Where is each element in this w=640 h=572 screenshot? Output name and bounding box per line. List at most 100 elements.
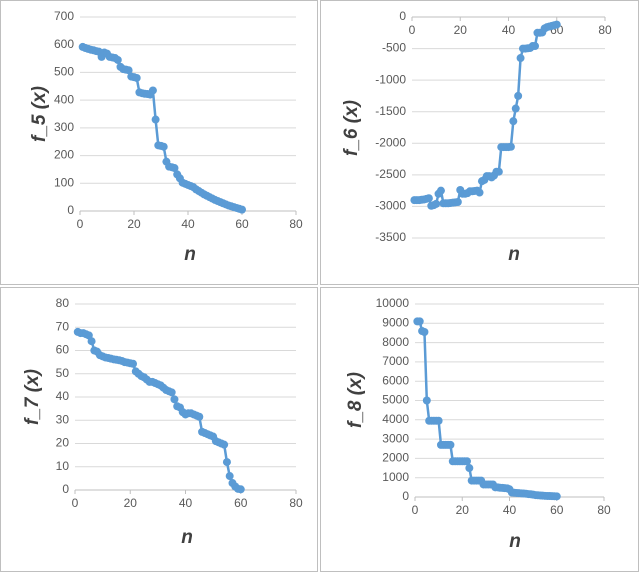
data-point <box>132 73 141 82</box>
data-point <box>552 492 561 501</box>
y-tick-label: 60 <box>56 343 70 357</box>
x-axis-label: n <box>184 244 196 265</box>
data-point <box>494 167 503 176</box>
data-point <box>236 485 245 494</box>
y-tick-label: 40 <box>56 389 70 403</box>
data-point <box>531 42 540 51</box>
data-point <box>422 396 431 405</box>
x-axis-label: n <box>181 527 193 548</box>
x-tick-label: 0 <box>72 496 79 510</box>
x-tick-label: 80 <box>289 496 303 510</box>
x-tick-label: 20 <box>127 217 141 231</box>
x-tick-label: 0 <box>409 23 416 37</box>
y-tick-label: -3500 <box>375 230 406 244</box>
y-axis-label: f_6 (x) <box>341 100 362 156</box>
data-point <box>87 337 96 346</box>
data-point <box>129 359 138 368</box>
data-point <box>453 198 462 207</box>
data-point <box>167 388 176 397</box>
x-tick-label: 80 <box>598 23 612 37</box>
data-point <box>424 194 433 203</box>
data-line <box>417 320 557 498</box>
y-tick-label: 400 <box>54 92 74 106</box>
y-axis-label: f_8 (x) <box>345 372 366 428</box>
x-tick-label: 60 <box>234 496 248 510</box>
data-point <box>446 440 455 449</box>
y-tick-label: 2000 <box>382 451 409 465</box>
panel <box>0 287 318 572</box>
data-point <box>462 457 471 466</box>
x-tick-label: 20 <box>456 503 470 517</box>
y-tick-label: -3000 <box>375 199 406 213</box>
y-tick-label: 500 <box>54 65 74 79</box>
data-point <box>415 317 424 326</box>
data-point <box>220 440 229 449</box>
data-point <box>516 54 525 63</box>
y-tick-label: 700 <box>54 9 74 23</box>
y-tick-label: 7000 <box>382 354 409 368</box>
y-axis-label: f_5 (x) <box>29 86 50 142</box>
x-tick-label: 40 <box>502 23 516 37</box>
y-tick-label: 3000 <box>382 431 409 445</box>
x-tick-label: 0 <box>77 217 84 231</box>
x-tick-label: 0 <box>412 503 419 517</box>
data-point <box>514 91 523 100</box>
data-point <box>238 205 246 214</box>
y-tick-label: -1500 <box>375 104 406 118</box>
x-tick-label: 40 <box>181 217 195 231</box>
y-tick-label: -2500 <box>375 167 406 181</box>
data-point <box>509 117 518 126</box>
y-tick-label: 30 <box>56 412 70 426</box>
y-tick-label: 600 <box>54 37 74 51</box>
data-point <box>434 416 443 425</box>
y-tick-label: 80 <box>56 296 70 310</box>
panel <box>0 0 318 285</box>
y-tick-label: 100 <box>54 175 74 189</box>
data-point <box>170 395 179 404</box>
y-tick-label: 8000 <box>382 335 409 349</box>
data-point <box>552 20 561 29</box>
data-point <box>475 188 484 197</box>
y-tick-label: 70 <box>56 319 70 333</box>
y-tick-label: 1000 <box>382 470 409 484</box>
y-tick-label: 6000 <box>382 373 409 387</box>
x-tick-label: 20 <box>454 23 468 37</box>
x-tick-label: 60 <box>235 217 249 231</box>
x-tick-label: 80 <box>597 503 611 517</box>
x-tick-label: 60 <box>550 503 564 517</box>
data-point <box>151 115 160 124</box>
y-tick-label: 10 <box>56 459 70 473</box>
y-tick-label: 0 <box>62 482 69 496</box>
y-tick-label: 20 <box>56 436 70 450</box>
data-point <box>148 86 157 95</box>
y-tick-label: 300 <box>54 120 74 134</box>
data-point <box>170 164 179 173</box>
x-tick-label: 40 <box>179 496 193 510</box>
data-point <box>465 464 474 473</box>
data-point <box>222 458 231 467</box>
y-tick-label: 5000 <box>382 393 409 407</box>
y-tick-label: 50 <box>56 366 70 380</box>
data-point <box>159 142 168 151</box>
data-point <box>511 104 520 113</box>
data-point <box>225 472 234 481</box>
data-point <box>420 327 429 336</box>
x-axis-label: n <box>509 531 521 552</box>
x-axis-label: n <box>508 244 520 265</box>
y-tick-label: -2000 <box>375 135 406 149</box>
y-tick-label: -500 <box>382 41 406 55</box>
y-axis-label: f_7 (x) <box>22 369 43 425</box>
data-point <box>432 199 441 208</box>
data-point <box>195 412 204 421</box>
y-tick-label: 0 <box>399 9 406 23</box>
data-point <box>124 66 133 75</box>
data-point <box>436 186 445 195</box>
y-tick-label: 0 <box>402 489 409 503</box>
x-tick-label: 80 <box>289 217 303 231</box>
y-tick-label: -1000 <box>375 72 406 86</box>
y-tick-label: 0 <box>67 203 74 217</box>
data-point <box>113 55 122 64</box>
panel <box>320 287 639 572</box>
y-tick-label: 10000 <box>376 296 410 310</box>
